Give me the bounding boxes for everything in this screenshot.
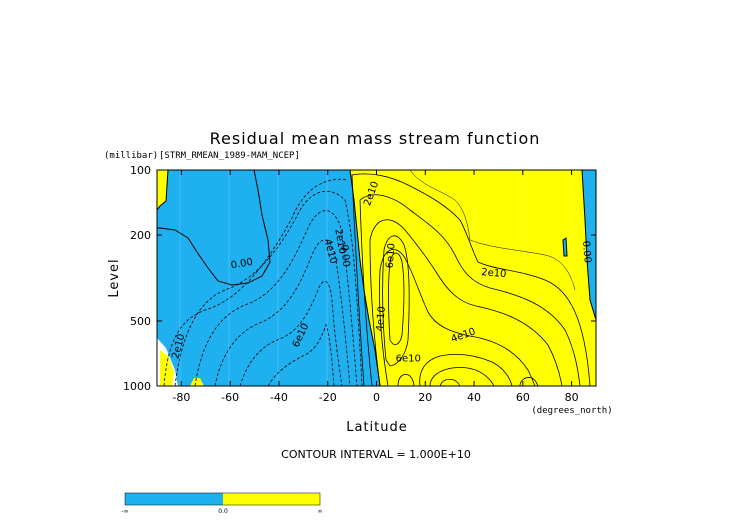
positive-patch-sw	[160, 350, 174, 386]
x-unit-label: (degrees_north)	[531, 406, 612, 416]
zero-contours	[157, 170, 596, 386]
y-tick-label: 100	[130, 164, 151, 177]
positive-contours	[351, 170, 591, 386]
contour-interval-text: CONTOUR INTERVAL = 1.000E+10	[281, 448, 471, 461]
colorbar-negative	[125, 493, 223, 505]
y-tick-label: 200	[130, 229, 151, 242]
x-tick-label: -80	[172, 391, 190, 404]
contour-label: 4e10	[375, 306, 388, 332]
contour-label: 2e10	[332, 228, 347, 255]
y-axis-label: Level	[107, 258, 122, 297]
colorbar-label-max: ∞	[318, 508, 323, 515]
x-tick-label: 60	[516, 391, 530, 404]
x-tick-label: -40	[270, 391, 288, 404]
y-tick-label: 1000	[123, 380, 151, 393]
negative-region-fill	[157, 170, 270, 285]
negative-contours	[163, 178, 363, 386]
contour-label: 6e10	[396, 353, 421, 364]
x-tick-label: 0	[373, 391, 380, 404]
colorbar: -∞ 0.0 ∞	[121, 492, 323, 515]
x-tick-label: 20	[418, 391, 432, 404]
negative-region-main	[157, 170, 380, 386]
x-tick-label: 80	[565, 391, 579, 404]
x-tick-label: -60	[221, 391, 239, 404]
chart-title: Residual mean mass stream function	[210, 129, 541, 148]
contour-label: 6e10	[385, 243, 398, 269]
contour-label: 0.00	[580, 240, 593, 263]
y-unit-label: (millibar)	[104, 151, 158, 161]
positive-patch-bottom	[190, 378, 204, 386]
x-axis-label: Latitude	[346, 420, 408, 435]
x-tick-label: -20	[319, 391, 337, 404]
x-axis: -80 -60 -40 -20 0 20 40 60 80	[172, 170, 579, 404]
negative-region-north	[582, 170, 596, 320]
contour-label: 0.00	[230, 257, 254, 272]
contour-label: 2e10	[481, 267, 507, 280]
contour-label: 0.00	[338, 244, 351, 267]
y-axis: 100 200 500 1000	[123, 164, 596, 393]
chart-subtitle: [STRM_RMEAN_1989-MAM_NCEP]	[159, 151, 300, 161]
colorbar-label-min: -∞	[121, 508, 128, 515]
colorbar-positive	[223, 493, 320, 505]
x-tick-label: 40	[467, 391, 481, 404]
grid-lines	[179, 170, 573, 386]
y-tick-label: 500	[130, 315, 151, 328]
colorbar-label-zero: 0.0	[218, 508, 228, 515]
